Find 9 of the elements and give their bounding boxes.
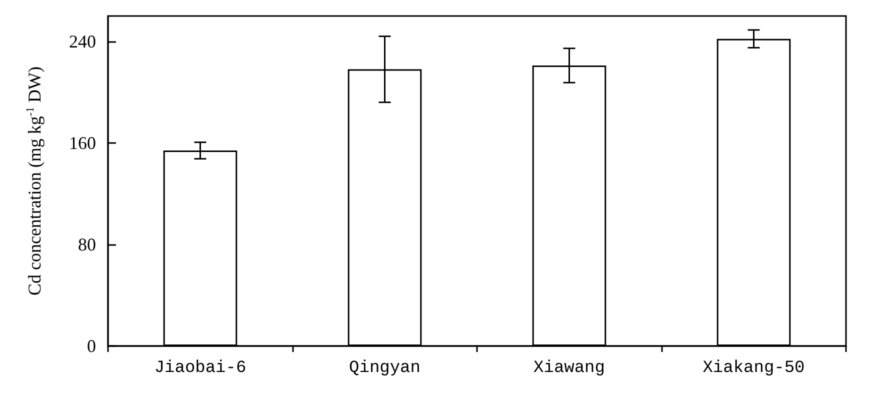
x-tick-label: Jiaobai-6: [154, 359, 246, 378]
y-tick-label: 160: [69, 132, 96, 153]
x-tick-label: Qingyan: [349, 359, 420, 378]
y-tick-label: 240: [69, 31, 96, 52]
x-tick-label: Xiawang: [534, 359, 605, 378]
y-tick-label: 80: [78, 234, 96, 254]
y-axis-title: Cd concentration (mg kg-1 DW): [24, 66, 44, 296]
y-tick-label: 0: [87, 336, 96, 356]
x-tick-label: Xiakang-50: [702, 359, 805, 378]
